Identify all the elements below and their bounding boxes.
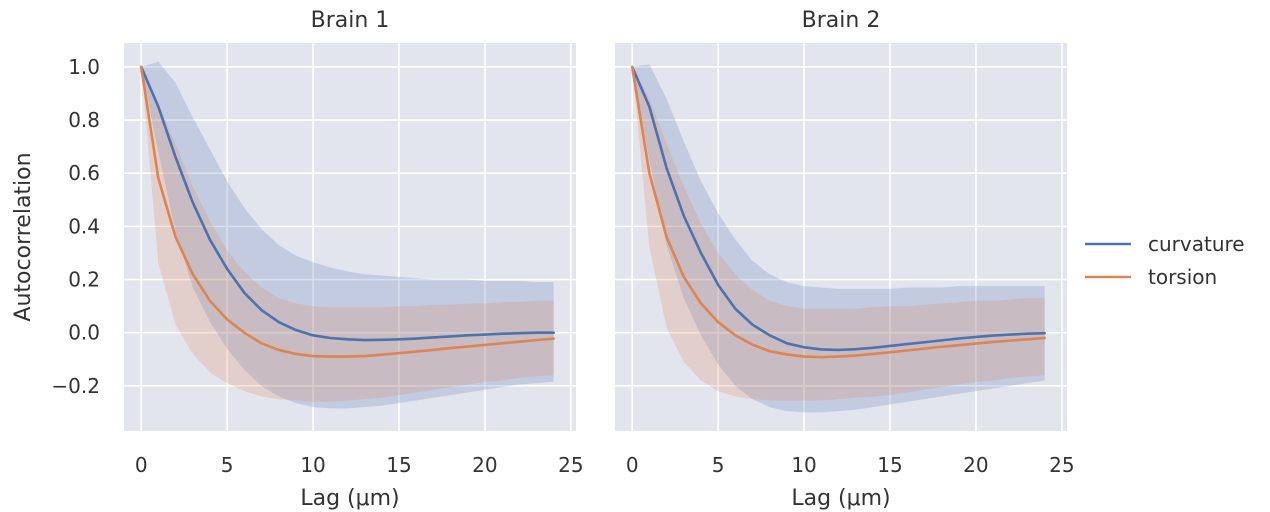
line-torsion xyxy=(630,65,1046,359)
x-tick-label: 0 xyxy=(135,453,148,477)
y-tick-label: 0.0 xyxy=(68,321,100,345)
x-tick-label: 15 xyxy=(386,453,411,477)
band-torsion xyxy=(632,66,1045,401)
band-curvature xyxy=(632,64,1045,413)
legend-label: curvature xyxy=(1148,232,1245,256)
legend-item-torsion: torsion xyxy=(1085,265,1217,289)
panel-brain-1: 0 5 10 15 20 25 1.0 0.8 0.6 0.4 0.2 0.0 −0.2 Brain 1 L… xyxy=(11,8,584,511)
y-axis-label: Autocorrelation xyxy=(11,152,36,321)
x-tick-label: 25 xyxy=(558,453,583,477)
y-tick-label: 0.4 xyxy=(68,214,100,238)
y-tick-label: 0.8 xyxy=(68,108,100,132)
band-curvature xyxy=(141,61,554,409)
x-tick-label: 20 xyxy=(963,453,988,477)
y-tick-label: −0.2 xyxy=(51,374,100,398)
line-torsion xyxy=(139,65,555,358)
plot-area xyxy=(615,43,1067,431)
y-tick-label: 0.2 xyxy=(68,268,100,292)
x-tick-label: 15 xyxy=(877,453,902,477)
panel-brain-2: 0 5 10 15 20 25 Brain 2 Lag (μm) xyxy=(615,8,1075,511)
x-tick-label: 10 xyxy=(791,453,816,477)
x-axis-label: Lag (μm) xyxy=(300,486,399,511)
line-curvature xyxy=(630,65,1046,352)
y-tick-label: 1.0 xyxy=(68,55,100,79)
plot-area xyxy=(124,43,576,431)
x-tick-label: 25 xyxy=(1049,453,1074,477)
legend: curvature torsion xyxy=(1085,232,1245,289)
legend-label: torsion xyxy=(1148,265,1217,289)
x-tick-label: 0 xyxy=(626,453,639,477)
y-tick-label: 0.6 xyxy=(68,161,100,185)
x-tick-label: 5 xyxy=(221,453,234,477)
legend-item-curvature: curvature xyxy=(1085,232,1245,256)
panel-title: Brain 1 xyxy=(311,8,390,33)
line-curvature xyxy=(139,65,555,342)
x-tick-label: 10 xyxy=(300,453,325,477)
x-tick-label: 20 xyxy=(472,453,497,477)
x-tick-label: 5 xyxy=(712,453,725,477)
band-torsion xyxy=(141,66,554,402)
panel-title: Brain 2 xyxy=(802,8,881,33)
x-axis-label: Lag (μm) xyxy=(791,486,890,511)
